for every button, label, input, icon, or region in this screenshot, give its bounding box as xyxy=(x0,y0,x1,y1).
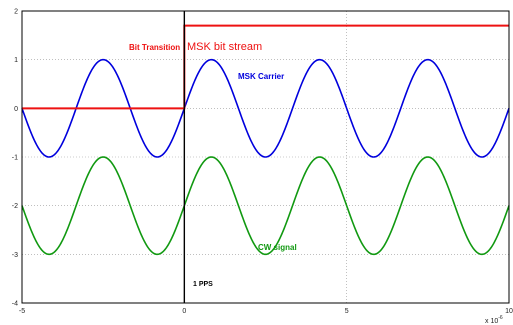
x-tick-label: 5 xyxy=(345,308,349,315)
x-scale-exponent: -6 xyxy=(498,315,503,321)
annotation-msk-bit-stream: MSK bit stream xyxy=(187,41,262,53)
plot-frame xyxy=(21,10,510,304)
y-tick-labels: 2 1 0 -1 -2 -3 -4 xyxy=(12,9,18,308)
y-tick-label: -3 xyxy=(12,252,18,259)
x-tick-label: 0 xyxy=(182,308,186,315)
annotation-cw-signal: CW signal xyxy=(258,243,297,252)
y-tick-label: -1 xyxy=(12,155,18,162)
x-scale-base: x 10 xyxy=(485,318,498,325)
series-line-1 xyxy=(21,156,510,256)
annotations: Bit Transition MSK bit stream MSK Carrie… xyxy=(129,41,297,288)
y-tick-label: -4 xyxy=(12,301,18,308)
x-tick-label: -5 xyxy=(19,308,25,315)
x-scale-label: x 10-6 xyxy=(485,315,503,325)
annotation-msk-carrier: MSK Carrier xyxy=(238,72,284,81)
annotation-bit-transition: Bit Transition xyxy=(129,43,180,52)
y-tick-label: -2 xyxy=(12,203,18,210)
y-tick-label: 1 xyxy=(14,57,18,64)
series-line-0 xyxy=(21,58,510,158)
y-tick-label: 0 xyxy=(14,106,18,113)
x-tick-labels: -5 0 5 10 xyxy=(19,308,513,315)
annotation-1-pps: 1 PPS xyxy=(193,281,213,288)
y-tick-label: 2 xyxy=(14,9,18,16)
x-tick-label: 10 xyxy=(505,308,513,315)
series-line-2 xyxy=(22,24,509,110)
series-group xyxy=(21,11,510,303)
